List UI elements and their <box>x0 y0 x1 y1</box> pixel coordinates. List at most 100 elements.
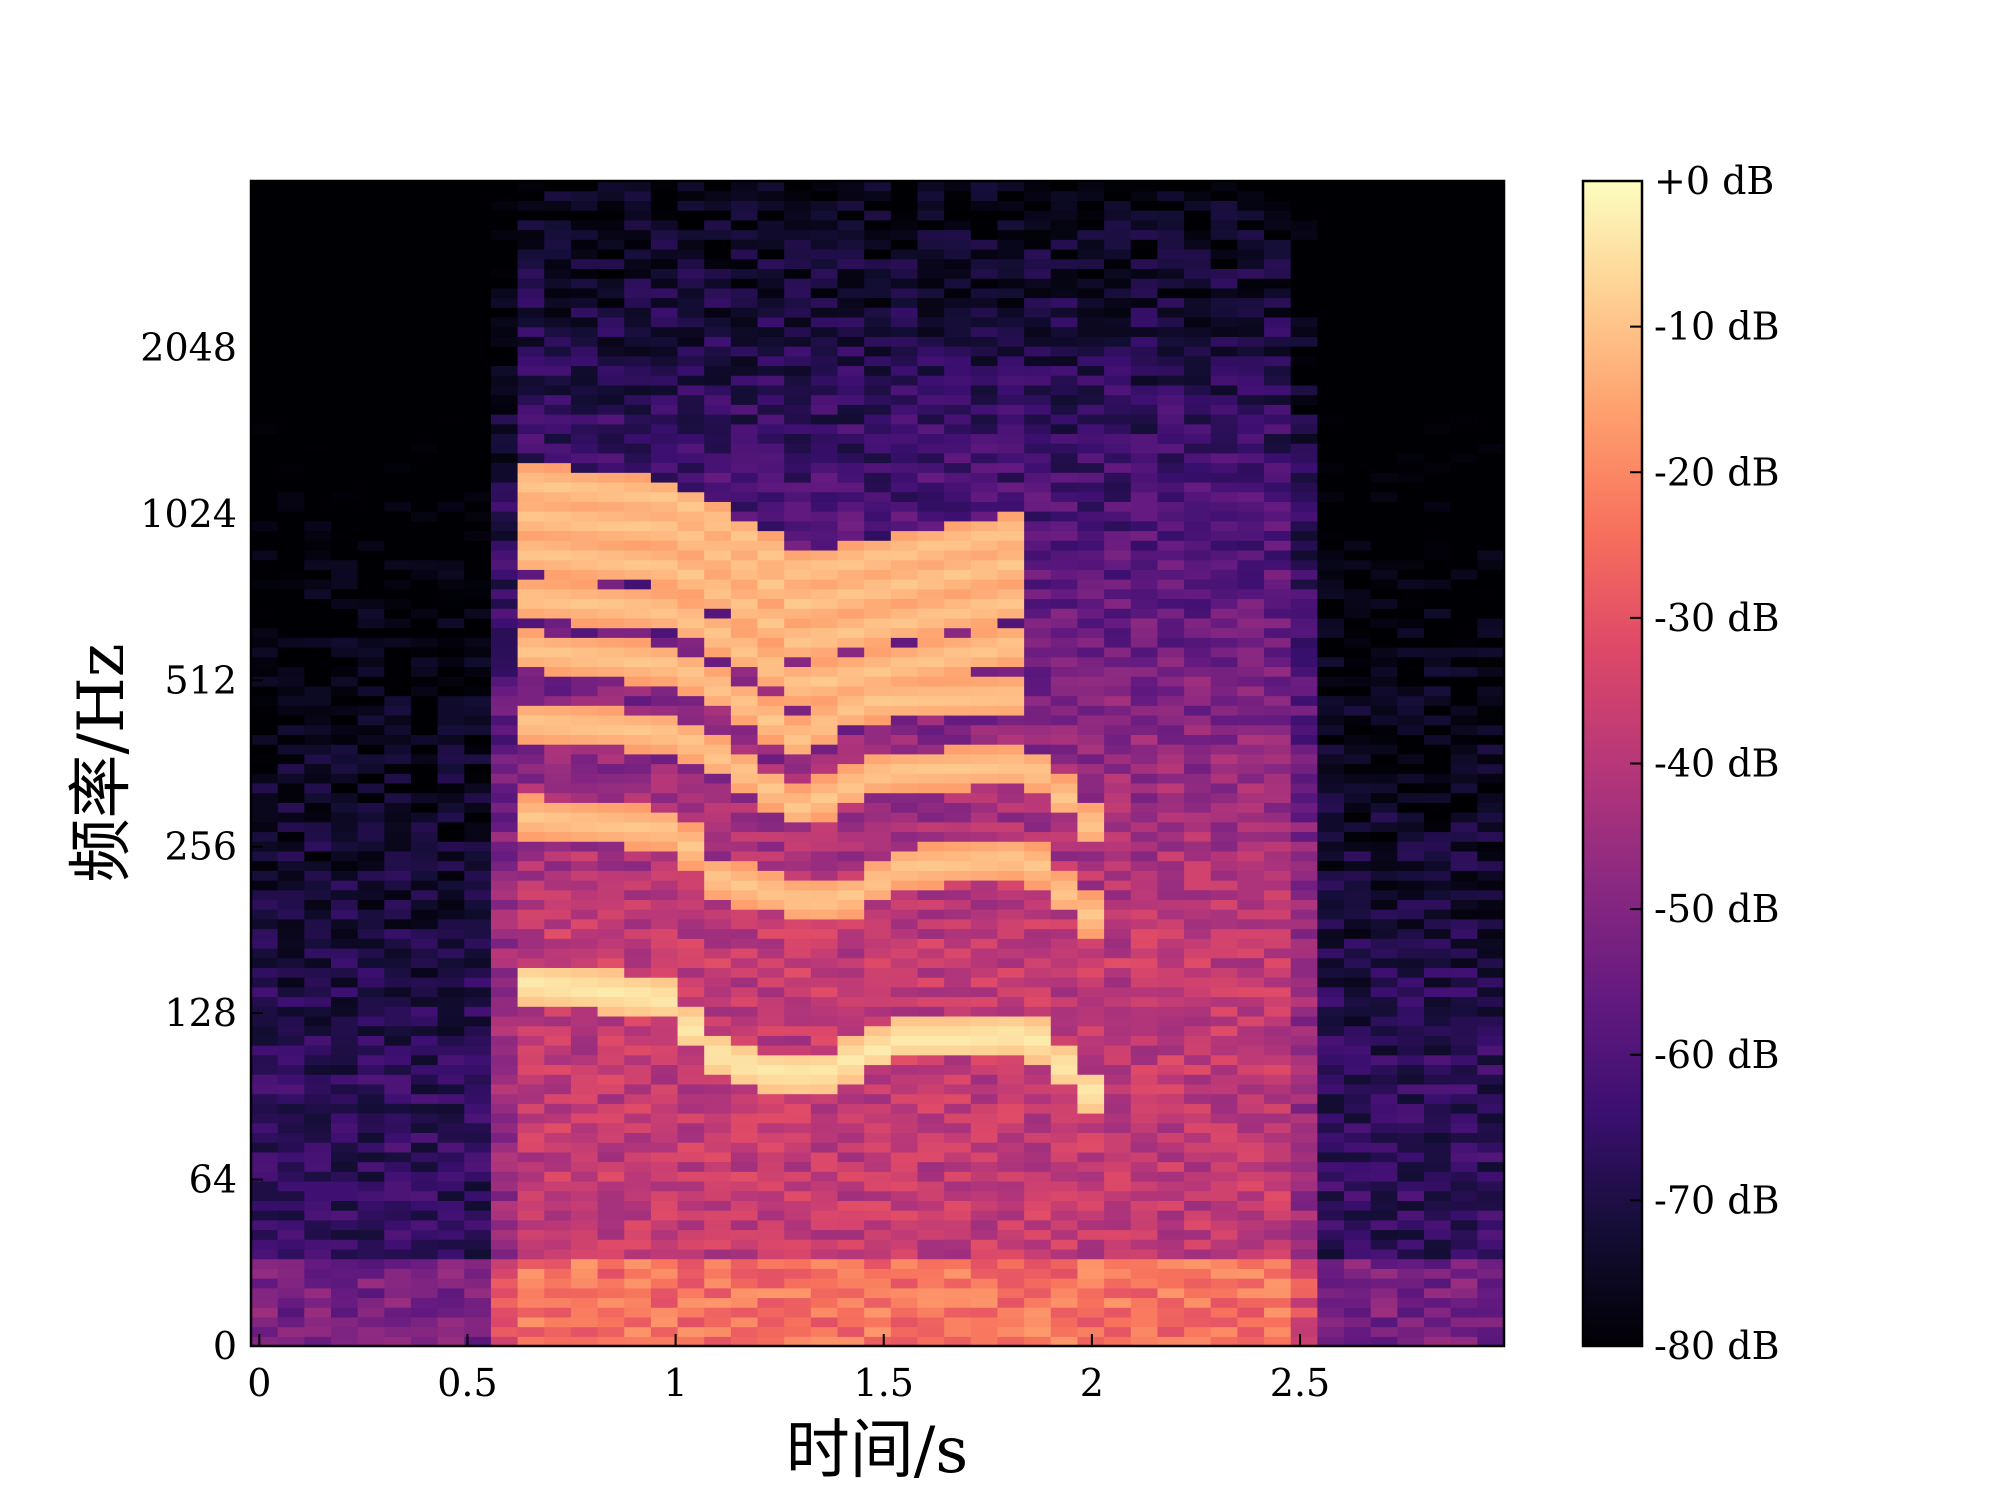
heatmap-cell <box>277 375 305 386</box>
heatmap-cell <box>570 676 599 687</box>
heatmap-cell <box>997 1171 1025 1182</box>
heatmap-cell <box>1157 326 1185 337</box>
heatmap-cell <box>624 695 652 706</box>
heatmap-cell <box>1050 656 1079 668</box>
heatmap-cell <box>1290 1229 1318 1240</box>
heatmap-cell <box>304 792 332 803</box>
heatmap-cell <box>357 1210 385 1221</box>
heatmap-cell <box>1077 1297 1105 1308</box>
heatmap-cell <box>784 491 812 502</box>
heatmap-cell <box>624 685 652 697</box>
heatmap-cell <box>517 394 545 405</box>
heatmap-cell <box>917 452 945 464</box>
heatmap-cell <box>1050 569 1079 580</box>
heatmap-cell <box>730 1190 759 1201</box>
heatmap-cell <box>384 511 412 522</box>
heatmap-cell <box>1237 248 1265 260</box>
heatmap-cell <box>410 384 439 396</box>
heatmap-cell <box>1050 520 1079 532</box>
heatmap-cell <box>597 724 625 735</box>
heatmap-cell <box>1264 1297 1292 1308</box>
heatmap-cell <box>330 860 359 871</box>
heatmap-cell <box>1024 1035 1052 1046</box>
heatmap-cell <box>1237 1161 1265 1172</box>
heatmap-cell <box>730 190 759 202</box>
heatmap-cell <box>1130 899 1159 910</box>
heatmap-cell <box>864 802 892 813</box>
heatmap-cell <box>1024 355 1052 367</box>
heatmap-cell <box>1024 404 1052 415</box>
heatmap-cell <box>251 850 279 862</box>
heatmap-cell <box>1077 1142 1105 1153</box>
heatmap-cell <box>970 239 999 250</box>
heatmap-cell <box>890 617 919 629</box>
heatmap-cell <box>810 928 839 939</box>
heatmap-cell <box>570 685 599 697</box>
heatmap-cell <box>490 802 519 813</box>
heatmap-cell <box>944 977 972 988</box>
heatmap-cell <box>837 491 865 502</box>
heatmap-cell <box>944 414 972 425</box>
heatmap-cell <box>1157 472 1185 483</box>
heatmap-cell <box>1264 870 1292 881</box>
heatmap-cell <box>757 763 785 774</box>
heatmap-cell <box>357 1248 385 1260</box>
heatmap-cell <box>677 909 705 920</box>
heatmap-cell <box>517 666 545 677</box>
heatmap-cell <box>944 1151 972 1163</box>
heatmap-cell <box>410 190 439 202</box>
heatmap-cell <box>997 569 1025 580</box>
heatmap-cell <box>1184 384 1212 396</box>
heatmap-cell <box>464 1015 492 1027</box>
heatmap-cell <box>1184 821 1212 833</box>
heatmap-cell <box>1104 375 1132 386</box>
heatmap-cell <box>1104 947 1132 959</box>
heatmap-cell <box>1317 753 1345 765</box>
heatmap-cell <box>1290 1035 1318 1046</box>
heatmap-cell <box>277 1326 305 1337</box>
heatmap-cell <box>1024 724 1052 735</box>
heatmap-cell <box>330 1278 359 1289</box>
heatmap-cell <box>890 1035 919 1046</box>
heatmap-cell <box>730 705 759 716</box>
heatmap-cell <box>357 1083 385 1095</box>
heatmap-cell <box>330 802 359 813</box>
heatmap-cell <box>837 608 865 619</box>
heatmap-cell <box>704 511 732 522</box>
heatmap-cell <box>1077 1015 1105 1027</box>
heatmap-cell <box>1024 773 1052 784</box>
heatmap-cell <box>1077 860 1105 871</box>
heatmap-cell <box>1290 1064 1318 1075</box>
heatmap-cell <box>544 569 572 580</box>
heatmap-cell <box>997 181 1025 192</box>
heatmap-cell <box>597 181 625 192</box>
heatmap-cell <box>1050 355 1079 367</box>
heatmap-cell <box>864 1064 892 1075</box>
heatmap-cell <box>1264 617 1292 629</box>
heatmap-cell <box>917 792 945 803</box>
heatmap-cell <box>1237 258 1265 269</box>
heatmap-cell <box>1344 695 1372 706</box>
heatmap-cell <box>597 559 625 570</box>
heatmap-cell <box>730 1210 759 1221</box>
heatmap-cell <box>437 520 465 532</box>
heatmap-cell <box>277 714 305 726</box>
heatmap-cell <box>890 831 919 842</box>
heatmap-cell <box>864 452 892 464</box>
heatmap-cell <box>1344 1151 1372 1163</box>
heatmap-cell <box>384 326 412 337</box>
heatmap-cell <box>544 647 572 658</box>
heatmap-cell <box>544 1035 572 1046</box>
heatmap-cell <box>784 297 812 308</box>
heatmap-cell <box>890 287 919 299</box>
heatmap-cell <box>1024 1268 1052 1279</box>
heatmap-cell <box>837 928 865 939</box>
heatmap-cell <box>757 909 785 920</box>
heatmap-cell <box>490 1336 519 1346</box>
heatmap-cell <box>1157 714 1185 726</box>
heatmap-cell <box>1264 938 1292 949</box>
heatmap-cell <box>597 414 625 425</box>
heatmap-cell <box>784 763 812 774</box>
heatmap-cell <box>1130 1239 1159 1250</box>
heatmap-cell <box>917 540 945 551</box>
